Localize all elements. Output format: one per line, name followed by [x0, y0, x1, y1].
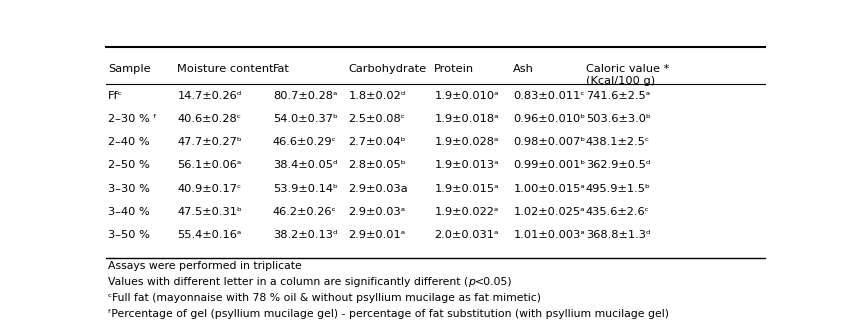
- Text: 40.6±0.28ᶜ: 40.6±0.28ᶜ: [178, 114, 241, 124]
- Text: 2.0±0.031ᵃ: 2.0±0.031ᵃ: [434, 230, 499, 240]
- Text: 495.9±1.5ᵇ: 495.9±1.5ᵇ: [586, 183, 651, 193]
- Text: 38.4±0.05ᵈ: 38.4±0.05ᵈ: [273, 161, 337, 170]
- Text: 2.8±0.05ᵇ: 2.8±0.05ᵇ: [348, 161, 406, 170]
- Text: 435.6±2.6ᶜ: 435.6±2.6ᶜ: [586, 207, 649, 217]
- Text: 1.9±0.013ᵃ: 1.9±0.013ᵃ: [434, 161, 499, 170]
- Text: 1.00±0.015ᵃ: 1.00±0.015ᵃ: [513, 183, 585, 193]
- Text: 1.8±0.02ᵈ: 1.8±0.02ᵈ: [348, 91, 406, 101]
- Text: <0.05): <0.05): [475, 277, 513, 287]
- Text: 56.1±0.06ᵃ: 56.1±0.06ᵃ: [178, 161, 241, 170]
- Text: Sample: Sample: [108, 64, 150, 74]
- Text: Ffᶜ: Ffᶜ: [108, 91, 123, 101]
- Text: 1.9±0.015ᵃ: 1.9±0.015ᵃ: [434, 183, 499, 193]
- Text: 1.9±0.028ᵃ: 1.9±0.028ᵃ: [434, 137, 499, 147]
- Text: 3–50 %: 3–50 %: [108, 230, 150, 240]
- Text: 2.9±0.03ᵃ: 2.9±0.03ᵃ: [348, 207, 405, 217]
- Text: 2–50 %: 2–50 %: [108, 161, 150, 170]
- Text: Moisture content: Moisture content: [178, 64, 274, 74]
- Text: 2–30 % ᶠ: 2–30 % ᶠ: [108, 114, 157, 124]
- Text: 53.9±0.14ᵇ: 53.9±0.14ᵇ: [273, 183, 337, 193]
- Text: 0.98±0.007ᵇ: 0.98±0.007ᵇ: [513, 137, 586, 147]
- Text: 1.01±0.003ᵃ: 1.01±0.003ᵃ: [513, 230, 585, 240]
- Text: 503.6±3.0ᵇ: 503.6±3.0ᵇ: [586, 114, 651, 124]
- Text: p: p: [468, 277, 475, 287]
- Text: 2.5±0.08ᶜ: 2.5±0.08ᶜ: [348, 114, 405, 124]
- Text: 1.9±0.022ᵃ: 1.9±0.022ᵃ: [434, 207, 499, 217]
- Text: 2.7±0.04ᵇ: 2.7±0.04ᵇ: [348, 137, 406, 147]
- Text: 362.9±0.5ᵈ: 362.9±0.5ᵈ: [586, 161, 650, 170]
- Text: 3–40 %: 3–40 %: [108, 207, 150, 217]
- Text: 1.9±0.010ᵃ: 1.9±0.010ᵃ: [434, 91, 499, 101]
- Text: 0.96±0.010ᵇ: 0.96±0.010ᵇ: [513, 114, 586, 124]
- Text: Caloric value *
(Kcal/100 g): Caloric value * (Kcal/100 g): [586, 64, 669, 86]
- Text: 368.8±1.3ᵈ: 368.8±1.3ᵈ: [586, 230, 650, 240]
- Text: 55.4±0.16ᵃ: 55.4±0.16ᵃ: [178, 230, 241, 240]
- Text: ᶜFull fat (mayonnaise with 78 % oil & without psyllium mucilage as fat mimetic): ᶜFull fat (mayonnaise with 78 % oil & wi…: [108, 293, 541, 303]
- Text: Assays were performed in triplicate: Assays were performed in triplicate: [108, 261, 302, 271]
- Text: 46.6±0.29ᶜ: 46.6±0.29ᶜ: [273, 137, 337, 147]
- Text: 438.1±2.5ᶜ: 438.1±2.5ᶜ: [586, 137, 650, 147]
- Text: 2–40 %: 2–40 %: [108, 137, 150, 147]
- Text: 47.7±0.27ᵇ: 47.7±0.27ᵇ: [178, 137, 242, 147]
- Text: p: p: [468, 277, 475, 287]
- Text: 2.9±0.01ᵃ: 2.9±0.01ᵃ: [348, 230, 405, 240]
- Text: 14.7±0.26ᵈ: 14.7±0.26ᵈ: [178, 91, 241, 101]
- Text: 1.02±0.025ᵃ: 1.02±0.025ᵃ: [513, 207, 585, 217]
- Text: Fat: Fat: [273, 64, 290, 74]
- Text: 3–30 %: 3–30 %: [108, 183, 150, 193]
- Text: ᶠPercentage of gel (psyllium mucilage gel) - percentage of fat substitution (wit: ᶠPercentage of gel (psyllium mucilage ge…: [108, 309, 669, 319]
- Text: 46.2±0.26ᶜ: 46.2±0.26ᶜ: [273, 207, 337, 217]
- Text: 0.99±0.001ᵇ: 0.99±0.001ᵇ: [513, 161, 586, 170]
- Text: 741.6±2.5ᵃ: 741.6±2.5ᵃ: [586, 91, 650, 101]
- Text: 54.0±0.37ᵇ: 54.0±0.37ᵇ: [273, 114, 337, 124]
- Text: 80.7±0.28ᵃ: 80.7±0.28ᵃ: [273, 91, 337, 101]
- Text: 2.9±0.03a: 2.9±0.03a: [348, 183, 408, 193]
- Text: 40.9±0.17ᶜ: 40.9±0.17ᶜ: [178, 183, 241, 193]
- Text: Ash: Ash: [513, 64, 535, 74]
- Text: Values with different letter in a column are significantly different (​: Values with different letter in a column…: [108, 277, 468, 287]
- Text: 38.2±0.13ᵈ: 38.2±0.13ᵈ: [273, 230, 337, 240]
- Text: 47.5±0.31ᵇ: 47.5±0.31ᵇ: [178, 207, 242, 217]
- Text: 1.9±0.018ᵃ: 1.9±0.018ᵃ: [434, 114, 499, 124]
- Text: Protein: Protein: [434, 64, 474, 74]
- Text: Values with different letter in a column are significantly different (: Values with different letter in a column…: [108, 277, 468, 287]
- Text: 0.83±0.011ᶜ: 0.83±0.011ᶜ: [513, 91, 585, 101]
- Text: Carbohydrate: Carbohydrate: [348, 64, 427, 74]
- Text: Values with different letter in a column are significantly different (: Values with different letter in a column…: [108, 277, 468, 287]
